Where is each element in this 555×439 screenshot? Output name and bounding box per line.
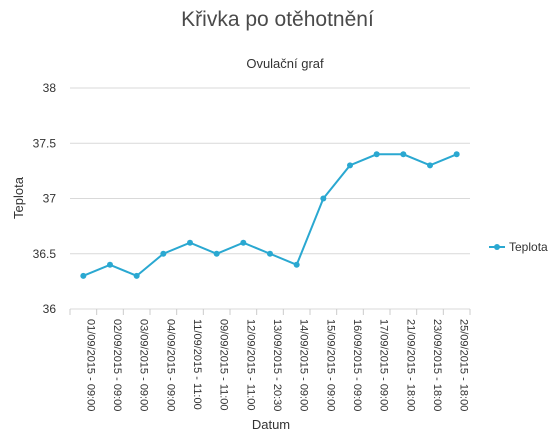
y-tick-label: 38 (43, 81, 57, 95)
data-point (293, 261, 300, 268)
x-tick-label: 04/09/2015 - 09:00 (164, 319, 176, 411)
y-tick-label: 37.5 (33, 136, 57, 150)
x-tick-label: 25/09/2015 - 18:00 (458, 319, 470, 411)
x-tick-label: 13/09/2015 - 20:30 (271, 319, 283, 411)
series-line (82, 153, 458, 278)
y-axis-label: Teplota (11, 176, 26, 219)
series-layer (80, 151, 460, 279)
x-tick-label: 14/09/2015 - 09:00 (298, 319, 310, 411)
legend-label: Teplota (509, 240, 548, 254)
data-point (453, 151, 460, 158)
x-tick-label: 21/09/2015 - 18:00 (404, 319, 416, 411)
x-tick-label: 16/09/2015 - 09:00 (351, 319, 363, 411)
y-tick-label: 36.5 (33, 247, 57, 261)
x-axis-label: Datum (252, 417, 290, 432)
data-point (373, 151, 380, 158)
legend-marker (494, 244, 500, 250)
data-point (187, 239, 193, 246)
x-tick-label: 01/09/2015 - 09:00 (84, 319, 96, 411)
page-title: Křivka po otěhotnění (181, 8, 374, 31)
y-tick-label: 37 (43, 192, 57, 206)
x-tick-labels: 01/09/2015 - 09:00 02/09/2015 - 09:00 03/0… (84, 319, 469, 411)
x-tick-label: 12/09/2015 - 11:00 (244, 319, 256, 411)
data-point (427, 162, 433, 169)
chart-title: Ovulační graf (246, 56, 324, 71)
x-tick-label: 15/09/2015 - 09:00 (324, 319, 336, 411)
x-tick-label: 02/09/2015 - 09:00 (111, 319, 123, 411)
data-point (267, 250, 273, 257)
y-tick-labels: 36 36.5 37 37.5 38 (33, 81, 57, 316)
data-point (213, 250, 220, 257)
data-point (80, 272, 87, 279)
data-point (160, 250, 167, 257)
data-point (320, 195, 327, 202)
x-tick-label: 11/09/2015 - 11:00 (191, 319, 203, 410)
x-tick-label: 17/09/2015 - 09:00 (378, 319, 390, 411)
x-tick-label: 23/09/2015 - 18:00 (431, 319, 443, 411)
data-point (240, 239, 247, 246)
data-point (133, 272, 140, 279)
x-tick-label: 09/09/2015 - 11:00 (218, 319, 230, 411)
data-point (347, 162, 353, 169)
x-tick-label: 03/09/2015 - 09:00 (138, 319, 150, 411)
data-point (400, 151, 407, 158)
legend: Teplota (489, 240, 548, 254)
data-point (107, 261, 113, 268)
gridlines (69, 87, 471, 315)
y-tick-label: 36 (43, 302, 57, 316)
